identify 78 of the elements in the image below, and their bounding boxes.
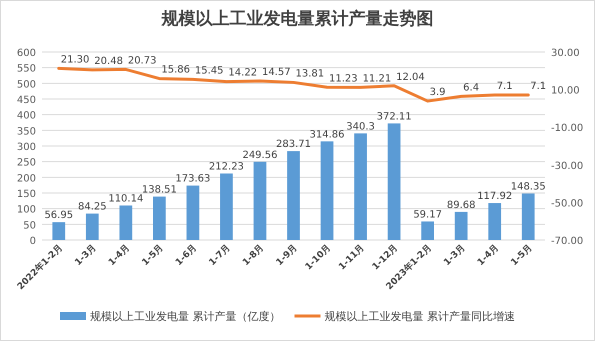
- y-tick-label: 100: [16, 204, 36, 216]
- y2-tick-label: -30.00: [551, 160, 584, 172]
- data-label: 20.48: [94, 56, 123, 67]
- y-tick-label: 50: [23, 220, 36, 232]
- data-label: 56.95: [44, 210, 74, 222]
- data-label: 110.14: [108, 193, 144, 204]
- data-label: 7.1: [496, 81, 513, 92]
- data-label: 13.81: [296, 68, 324, 80]
- y-tick-label: 600: [16, 48, 36, 59]
- y-tick-label: 0: [30, 236, 36, 247]
- y-tick-label: 450: [16, 95, 36, 106]
- line-series: [57, 66, 530, 103]
- data-label: 283.71: [276, 139, 311, 150]
- y2-tick-label: 30.00: [551, 48, 580, 59]
- data-label: 20.73: [128, 55, 156, 66]
- bar: [320, 141, 334, 240]
- bar: [119, 205, 132, 240]
- y-tick-label: 500: [16, 79, 36, 90]
- data-label: 14.22: [228, 68, 258, 79]
- bar: [354, 133, 367, 240]
- data-label: 11.23: [329, 73, 358, 84]
- data-label: 21.30: [60, 54, 90, 66]
- bar: [254, 162, 266, 240]
- bar: [186, 186, 200, 240]
- y2-tick-label: -10.00: [551, 123, 584, 134]
- data-label: 15.45: [194, 65, 224, 76]
- data-label: 59.17: [413, 209, 442, 220]
- x-tick-label: 1-5月: [140, 242, 166, 268]
- data-label: 148.35: [510, 182, 546, 193]
- data-label: 249.56: [242, 150, 278, 161]
- bar: [220, 174, 233, 240]
- data-label: 3.9: [430, 87, 446, 98]
- y2-tick-label: 10.00: [551, 86, 580, 97]
- y-tick-label: 150: [16, 189, 36, 200]
- y-tick-label: 550: [16, 64, 36, 75]
- bar: [488, 203, 502, 240]
- x-tick-label: 1-4月: [106, 242, 132, 268]
- bar: [522, 194, 535, 240]
- x-tick-label: 1-4月: [475, 242, 501, 268]
- data-label: 138.51: [142, 184, 177, 196]
- y-tick-label: 400: [16, 110, 36, 122]
- legend-label: 规模以上工业发电量 累计产量（亿度）: [90, 310, 280, 323]
- data-label: 7.1: [530, 81, 546, 92]
- y2-tick-label: -50.00: [551, 198, 584, 210]
- bar: [86, 214, 99, 240]
- data-label: 84.25: [78, 202, 107, 213]
- data-label: 15.86: [161, 64, 190, 76]
- data-label: 117.92: [477, 191, 512, 202]
- data-label: 173.63: [175, 174, 210, 185]
- x-tick-label: 1-5月: [508, 242, 534, 268]
- data-label: 89.68: [446, 200, 476, 211]
- x-tick-label: 1-7月: [206, 242, 233, 268]
- bar: [388, 123, 400, 240]
- x-tick-label: 1-9月: [274, 242, 300, 268]
- y-tick-label: 200: [16, 173, 36, 184]
- y-tick-label: 300: [16, 142, 36, 153]
- bar: [52, 222, 66, 240]
- y-tick-label: 250: [16, 158, 36, 169]
- data-label: 212.23: [208, 162, 244, 172]
- y-tick-label: 350: [16, 126, 36, 138]
- chart-title: 规模以上工业发电量累计产量走势图: [160, 9, 434, 29]
- x-tick-label: 1-6月: [173, 242, 200, 268]
- y2-tick-label: -70.00: [551, 236, 584, 247]
- data-label: 372.11: [376, 111, 412, 122]
- bar: [152, 196, 166, 240]
- data-label: 11.21: [362, 73, 392, 84]
- x-tick-label: 1-3月: [72, 242, 98, 268]
- data-label: 14.57: [262, 67, 291, 78]
- bar: [454, 212, 468, 240]
- x-tick-label: 1-8月: [240, 242, 266, 268]
- bar: [421, 221, 434, 240]
- x-tick-label: 1-3月: [442, 242, 468, 268]
- bar: [287, 151, 300, 240]
- data-label: 6.4: [463, 82, 480, 94]
- legend-label: 规模以上工业发电量 累计产量同比增速: [324, 310, 515, 323]
- data-label: 340.3: [346, 121, 375, 132]
- data-label: 12.04: [396, 72, 425, 83]
- data-label: 314.86: [310, 129, 345, 140]
